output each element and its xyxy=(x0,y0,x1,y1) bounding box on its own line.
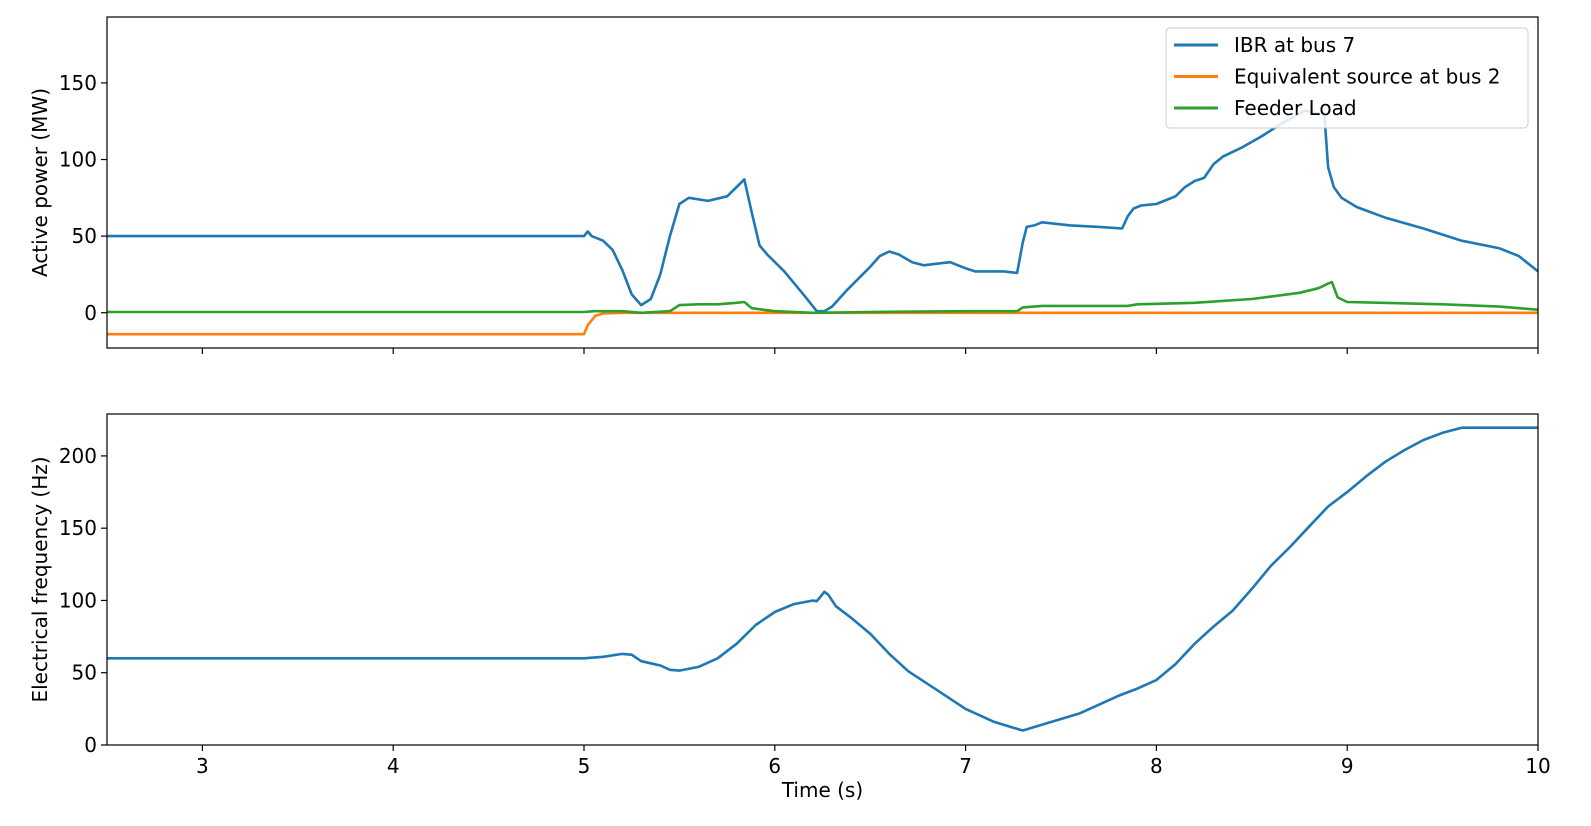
bottom-x-axis-title: Time (s) xyxy=(781,778,863,802)
bottom-x-tick-label: 8 xyxy=(1150,754,1163,778)
top-series-group xyxy=(107,109,1538,336)
legend-box xyxy=(1165,27,1529,129)
top-panel-axes: 0 50 100 150 Active power (MW) IBR at bus 7 Eq… xyxy=(28,16,1539,354)
bottom-axes-frame xyxy=(106,413,1539,746)
top-axes-frame xyxy=(106,16,1539,349)
bottom-y-tick-label: 100 xyxy=(59,588,97,612)
bottom-y-axis-title: Electrical frequency (Hz) xyxy=(28,456,52,702)
legend-label: IBR at bus 7 xyxy=(1234,33,1355,57)
series-line-feeder-load xyxy=(107,280,1538,315)
bottom-x-tick-label: 5 xyxy=(578,754,591,778)
top-y-tick-label: 0 xyxy=(84,301,97,325)
top-y-axis-title: Active power (MW) xyxy=(28,88,52,277)
top-y-tick-label: 150 xyxy=(59,71,97,95)
bottom-x-tick-label: 10 xyxy=(1525,754,1550,778)
bottom-y-tick-label: 200 xyxy=(59,444,97,468)
bottom-y-tick-label: 0 xyxy=(84,733,97,757)
bottom-x-tick-label: 9 xyxy=(1341,754,1354,778)
bottom-y-tick-label: 50 xyxy=(72,661,97,685)
series-line-ibr-at-bus-7 xyxy=(107,109,1538,313)
bottom-x-tick-label: 4 xyxy=(387,754,400,778)
bottom-y-tick-label: 150 xyxy=(59,516,97,540)
bottom-x-tick-label: 7 xyxy=(959,754,972,778)
bottom-series-group xyxy=(107,426,1538,732)
bottom-x-tick-label: 3 xyxy=(196,754,209,778)
top-y-tick-label: 100 xyxy=(59,148,97,172)
bottom-x-tick-label: 6 xyxy=(768,754,781,778)
series-line-equivalent-source-at-bus-2 xyxy=(107,311,1538,336)
legend: IBR at bus 7 Equivalent source at bus 2 Fe… xyxy=(1165,27,1529,129)
legend-label: Feeder Load xyxy=(1234,96,1357,120)
legend-label: Equivalent source at bus 2 xyxy=(1234,65,1501,89)
series-line-frequency xyxy=(107,426,1538,732)
top-y-tick-label: 50 xyxy=(72,224,97,248)
